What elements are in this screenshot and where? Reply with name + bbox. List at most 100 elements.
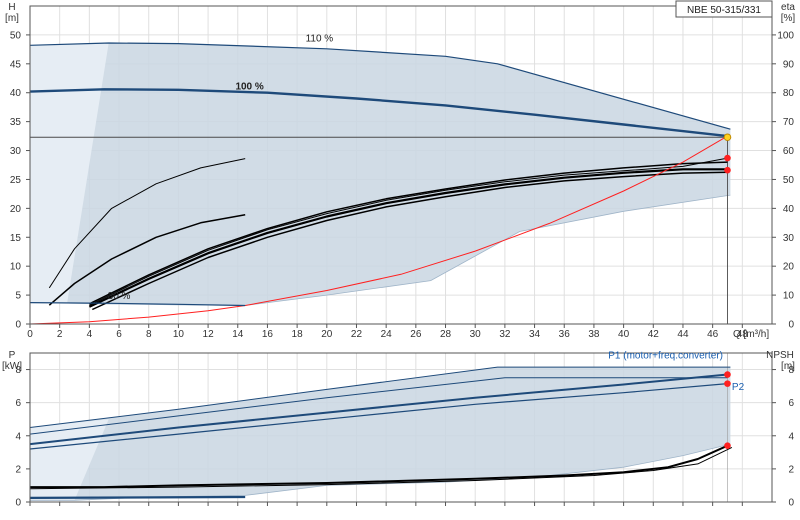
y-axis-label-npsh: NPSH (766, 350, 794, 361)
y-right-tick-label: 80 (783, 88, 795, 99)
y-right-tick-label: 40 (783, 204, 795, 215)
x-tick-label: 6 (116, 329, 122, 340)
y-axis-unit-kw: [kW] (2, 361, 22, 372)
x-tick-label: 28 (440, 329, 452, 340)
power-curve (29, 373, 728, 446)
y-left-tick-label: 25 (10, 175, 22, 186)
x-tick-label: 44 (677, 329, 689, 340)
plot-frame (29, 352, 773, 503)
efficiency-curve (89, 157, 728, 306)
y-right-tick-label: 60 (783, 146, 795, 157)
x-tick-label: 10 (173, 329, 185, 340)
y-right-tick-label: 100 (777, 30, 794, 41)
operating-band (30, 367, 731, 501)
head-curve-label: 30 % (108, 291, 131, 302)
y-right-tick-label: 0 (788, 320, 794, 331)
head-efficiency-panel: 110 %100 %30 % 0510152025303540455001020… (5, 0, 796, 340)
x-tick-label: 18 (292, 329, 304, 340)
duty-marker (724, 380, 731, 387)
x-tick-label: 4 (87, 329, 93, 340)
x-tick-label: 34 (529, 329, 541, 340)
head-curve (29, 42, 731, 130)
x-tick-label: 26 (410, 329, 422, 340)
x-tick-label: 38 (588, 329, 600, 340)
y-right-tick-label: 2 (788, 464, 794, 475)
y-left-tick-label: 6 (15, 398, 21, 409)
y-axis-label-p: P (9, 350, 16, 361)
duty-marker (724, 166, 731, 174)
head-axis-ticks: 0510152025303540455001020304050607080901… (10, 5, 795, 340)
y-right-tick-label: 50 (783, 175, 795, 186)
y-left-tick-label: 4 (15, 431, 21, 442)
y-right-tick-label: 6 (788, 398, 794, 409)
legend-p2: P2 (732, 382, 745, 393)
y-right-tick-label: 70 (783, 117, 795, 128)
y-right-tick-label: 8 (788, 365, 794, 376)
y-left-tick-label: 15 (10, 233, 22, 244)
x-tick-label: 30 (470, 329, 482, 340)
y-left-tick-label: 50 (10, 30, 22, 41)
efficiency-curve (91, 171, 728, 311)
x-tick-label: 46 (707, 329, 719, 340)
power-duty-points (724, 371, 731, 450)
head-curve (29, 302, 246, 307)
head-curve (29, 88, 728, 138)
head-duty-points (723, 133, 732, 174)
duty-marker (724, 371, 731, 378)
efficiency-curve (89, 161, 728, 305)
x-tick-label: 40 (618, 329, 630, 340)
x-tick-label: 20 (321, 329, 333, 340)
system-curve (29, 135, 728, 325)
npsh-curve (29, 446, 733, 490)
y-left-tick-label: 30 (10, 146, 22, 157)
y-right-tick-label: 90 (783, 59, 795, 70)
operating-band (30, 43, 731, 306)
power-axis-ticks: 0 2 4 6 8 0 2 4 6 8 (15, 352, 794, 509)
y-right-tick-label: 0 (788, 498, 794, 509)
y-axis-label-eta: eta (781, 2, 795, 13)
power-curve (29, 383, 728, 450)
x-tick-label: 48 (737, 329, 749, 340)
y-left-tick-label: 8 (15, 365, 21, 376)
efficiency-curve (88, 168, 728, 308)
duty-marker (724, 154, 731, 162)
y-left-tick-label: 5 (15, 291, 21, 302)
x-tick-label: 8 (146, 329, 152, 340)
y-axis-label-h: H (8, 2, 15, 13)
power-npsh-panel: 0 2 4 6 8 0 2 4 6 8 P [kW] NPSH [m] P1 (motor+fre… (2, 350, 795, 509)
y-left-tick-label: 45 (10, 59, 22, 70)
plot-frame (29, 5, 773, 325)
head-curve-label: 100 % (235, 81, 263, 92)
title-box-frame (675, 0, 773, 18)
x-axis-label-q: Q [m³/h] (733, 329, 769, 340)
x-tick-label: 14 (232, 329, 244, 340)
y-left-tick-label: 0 (15, 498, 21, 509)
y-left-tick-label: 35 (10, 117, 22, 128)
power-curves (29, 353, 733, 502)
x-tick-label: 22 (351, 329, 363, 340)
y-left-tick-label: 0 (15, 320, 21, 331)
power-curve (29, 366, 731, 428)
model-title-box: NBE 50-315/331 (675, 0, 773, 18)
x-tick-label: 16 (262, 329, 274, 340)
y-axis-unit-npsh-m: [m] (781, 361, 795, 372)
npsh-curve (30, 444, 728, 489)
y-axis-unit-percent: [%] (781, 13, 796, 24)
head-operating-range (29, 43, 731, 306)
efficiency-curve (48, 213, 246, 306)
power-curve (29, 377, 728, 435)
y-left-tick-label: 2 (15, 464, 21, 475)
x-tick-label: 0 (27, 329, 33, 340)
x-tick-label: 12 (203, 329, 215, 340)
x-tick-label: 36 (559, 329, 571, 340)
power-operating-range (30, 367, 731, 501)
x-tick-label: 42 (648, 329, 660, 340)
y-right-tick-label: 10 (783, 291, 795, 302)
operating-band-edge-shade (30, 419, 109, 501)
y-left-tick-label: 10 (10, 262, 22, 273)
y-right-tick-label: 4 (788, 431, 794, 442)
operating-band-edge-shade (30, 43, 109, 304)
low-speed-power-curve (29, 495, 246, 499)
y-right-tick-label: 20 (783, 262, 795, 273)
duty-marker (724, 442, 731, 450)
